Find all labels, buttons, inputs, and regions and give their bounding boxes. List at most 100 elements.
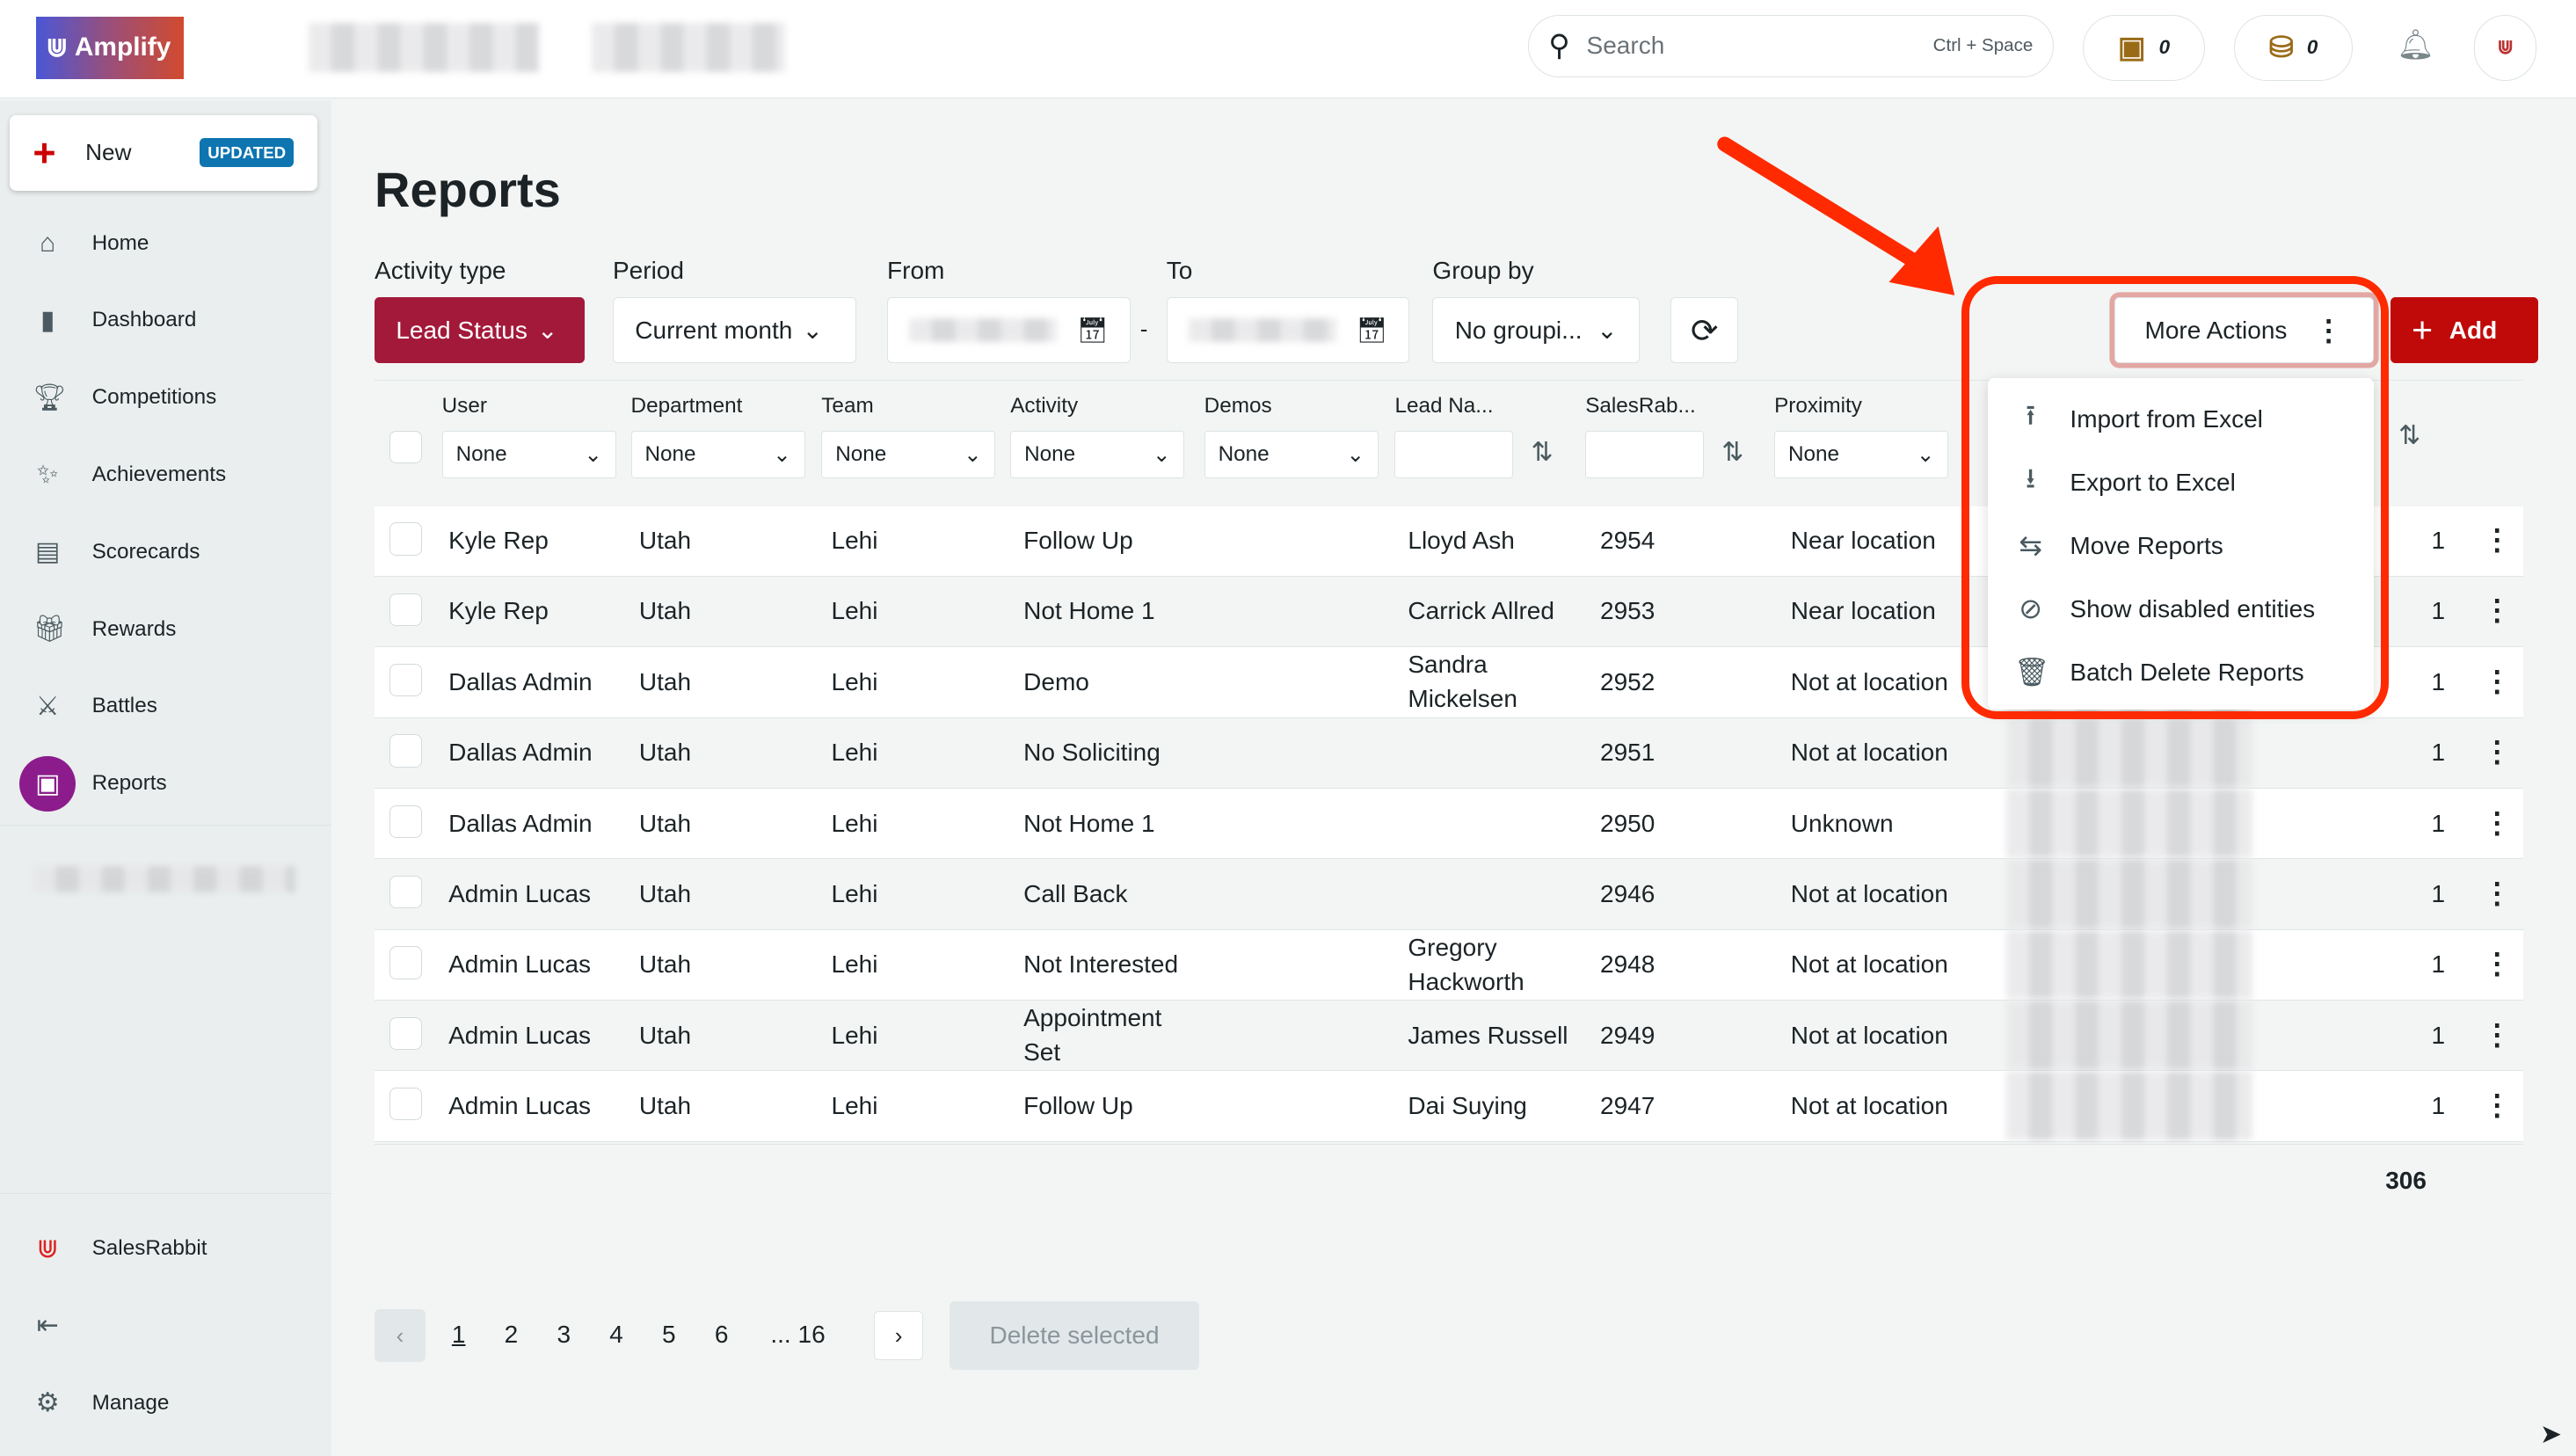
- search-shortcut: Ctrl + Space: [1932, 35, 2034, 56]
- mouse-cursor-icon: ➤: [2539, 1420, 2562, 1450]
- sidebar-item-manage[interactable]: ⚙ Manage: [0, 1370, 331, 1436]
- row-kebab-icon[interactable]: ⋮: [2482, 948, 2513, 981]
- sidebar-item-reports[interactable]: ▣ Reports: [0, 751, 331, 817]
- more-actions-button[interactable]: More Actions ⋮: [2114, 297, 2375, 363]
- row-kebab-icon[interactable]: ⋮: [2482, 736, 2513, 769]
- column-header[interactable]: Proximity: [1774, 394, 1862, 419]
- row-checkbox[interactable]: [389, 946, 423, 979]
- row-kebab-icon[interactable]: ⋮: [2482, 594, 2513, 628]
- row-checkbox[interactable]: [389, 875, 423, 909]
- wallet-button[interactable]: ▣ 0: [2083, 14, 2205, 81]
- row-checkbox[interactable]: [389, 1087, 423, 1121]
- page-link[interactable]: ... 16: [770, 1321, 826, 1349]
- page-link[interactable]: 6: [714, 1321, 729, 1349]
- row-kebab-icon[interactable]: ⋮: [2482, 806, 2513, 840]
- page-link[interactable]: 2: [504, 1321, 519, 1349]
- group-by-select[interactable]: No groupi... ⌄: [1432, 297, 1640, 363]
- menu-item-show-disabled-entities[interactable]: ⊘ Show disabled entities: [1988, 578, 2374, 641]
- amplify-logo[interactable]: ⋓ Amplify: [36, 16, 185, 79]
- chevron-down-icon: ⌄: [802, 317, 824, 345]
- page-link[interactable]: 4: [609, 1321, 623, 1349]
- menu-item-move-reports[interactable]: ⇆ Move Reports: [1988, 514, 2374, 578]
- table-cell: 2947: [1600, 1091, 1655, 1119]
- column-filter-input[interactable]: [1585, 430, 1704, 478]
- table-row[interactable]: Admin Lucas Utah Lehi Follow Up Dai Suying 29…: [375, 1071, 2524, 1142]
- sidebar-item-scorecards[interactable]: ▤ Scorecards: [0, 519, 331, 585]
- sidebar-item-dashboard[interactable]: ▮ Dashboard: [0, 288, 331, 353]
- search-input[interactable]: ⚲ Search Ctrl + Space: [1527, 14, 2054, 77]
- column-header[interactable]: Team: [821, 394, 874, 419]
- page-link[interactable]: 5: [662, 1321, 676, 1349]
- row-checkbox[interactable]: [389, 1016, 423, 1050]
- table-cell: 1: [2431, 809, 2446, 837]
- menu-item-export-to-excel[interactable]: ⭳ Export to Excel: [1988, 451, 2374, 514]
- sidebar-item-salesrabbit[interactable]: ⋓ SalesRabbit: [0, 1216, 331, 1282]
- sort-icon[interactable]: ⇅: [1721, 438, 1744, 468]
- menu-item-batch-delete-reports[interactable]: 🗑︎ Batch Delete Reports: [1988, 641, 2374, 704]
- sidebar-item-competitions[interactable]: 🏆︎ Competitions: [0, 365, 331, 431]
- row-checkbox[interactable]: [389, 663, 423, 697]
- activity-type-select[interactable]: Lead Status ⌄: [375, 297, 586, 363]
- chevron-left-icon: ‹: [396, 1321, 404, 1349]
- table-row[interactable]: Admin Lucas Utah Lehi Not Interested Gregory…: [375, 929, 2524, 1001]
- column-header[interactable]: Department: [630, 394, 743, 419]
- sidebar-item-home[interactable]: ⌂ Home: [0, 210, 331, 276]
- table-row[interactable]: Dallas Admin Utah Lehi Not Home 1 2950 Unknow…: [375, 788, 2524, 860]
- to-date-input[interactable]: 📅︎: [1166, 297, 1410, 363]
- new-button[interactable]: + New UPDATED: [10, 114, 317, 191]
- column-filter-input[interactable]: [1394, 430, 1513, 478]
- column-filter-select[interactable]: None ⌄: [1204, 430, 1379, 478]
- column-header[interactable]: User: [441, 394, 487, 419]
- column-filter-select[interactable]: None ⌄: [630, 430, 805, 478]
- table-cell: Lloyd Ash: [1408, 527, 1515, 555]
- row-kebab-icon[interactable]: ⋮: [2482, 877, 2513, 910]
- add-button[interactable]: + Add: [2390, 297, 2538, 363]
- sort-icon[interactable]: ⇅: [2398, 421, 2421, 451]
- column-filter-select[interactable]: None ⌄: [441, 430, 616, 478]
- column-header[interactable]: Activity: [1010, 394, 1079, 419]
- column-header[interactable]: Demos: [1204, 394, 1272, 419]
- row-kebab-icon[interactable]: ⋮: [2482, 524, 2513, 557]
- from-date-input[interactable]: 📅︎: [887, 297, 1131, 363]
- row-checkbox[interactable]: [389, 734, 423, 768]
- row-checkbox[interactable]: [389, 804, 423, 838]
- delete-selected-button[interactable]: Delete selected: [950, 1300, 1200, 1371]
- refresh-button[interactable]: ⟳: [1670, 297, 1738, 363]
- column-filter-select[interactable]: None ⌄: [1010, 430, 1185, 478]
- to-label: To: [1166, 256, 1193, 284]
- column-header[interactable]: SalesRab...: [1585, 394, 1696, 419]
- sidebar-item-rewards[interactable]: 🎁︎ Rewards: [0, 596, 331, 662]
- row-kebab-icon[interactable]: ⋮: [2482, 665, 2513, 698]
- filter-value: None: [644, 441, 696, 466]
- sort-icon[interactable]: ⇅: [1531, 438, 1554, 468]
- table-row[interactable]: Dallas Admin Utah Lehi No Soliciting 2951 Not…: [375, 717, 2524, 789]
- next-page-button[interactable]: ›: [874, 1311, 924, 1361]
- bell-icon[interactable]: 🔔︎: [2397, 28, 2434, 62]
- column-header[interactable]: Lead Na...: [1394, 394, 1494, 419]
- select-all-checkbox[interactable]: [389, 430, 423, 463]
- table-cell: Not at location: [1790, 667, 1948, 695]
- page-link[interactable]: 1: [451, 1321, 466, 1349]
- blurred-nav-item[interactable]: [33, 865, 296, 892]
- row-kebab-icon[interactable]: ⋮: [2482, 1088, 2513, 1122]
- column-filter-select[interactable]: None ⌄: [1774, 430, 1949, 478]
- table-row[interactable]: Admin Lucas Utah Lehi Call Back 2946 Not at l…: [375, 859, 2524, 930]
- plus-icon: +: [33, 129, 56, 175]
- row-checkbox[interactable]: [389, 593, 423, 626]
- table-row[interactable]: Admin Lucas Utah Lehi Appointment Set James …: [375, 1000, 2524, 1072]
- period-select[interactable]: Current month ⌄: [612, 297, 856, 363]
- menu-item-import-from-excel[interactable]: ⭱ Import from Excel: [1988, 388, 2374, 451]
- avatar[interactable]: ⋓: [2474, 14, 2537, 81]
- prev-page-button[interactable]: ‹: [375, 1309, 426, 1363]
- blurred-tab[interactable]: [591, 23, 786, 73]
- coins-button[interactable]: ⛁ 0: [2234, 14, 2353, 81]
- collapse-sidebar-button[interactable]: ⇤: [0, 1293, 331, 1359]
- page-link[interactable]: 3: [557, 1321, 571, 1349]
- blurred-tab[interactable]: [309, 23, 539, 73]
- sidebar-item-achievements[interactable]: ✨︎ Achievements: [0, 442, 331, 508]
- sidebar-item-battles[interactable]: ⚔ Battles: [0, 673, 331, 739]
- row-kebab-icon[interactable]: ⋮: [2482, 1018, 2513, 1052]
- column-filter-select[interactable]: None ⌄: [821, 430, 996, 478]
- row-checkbox[interactable]: [389, 522, 423, 556]
